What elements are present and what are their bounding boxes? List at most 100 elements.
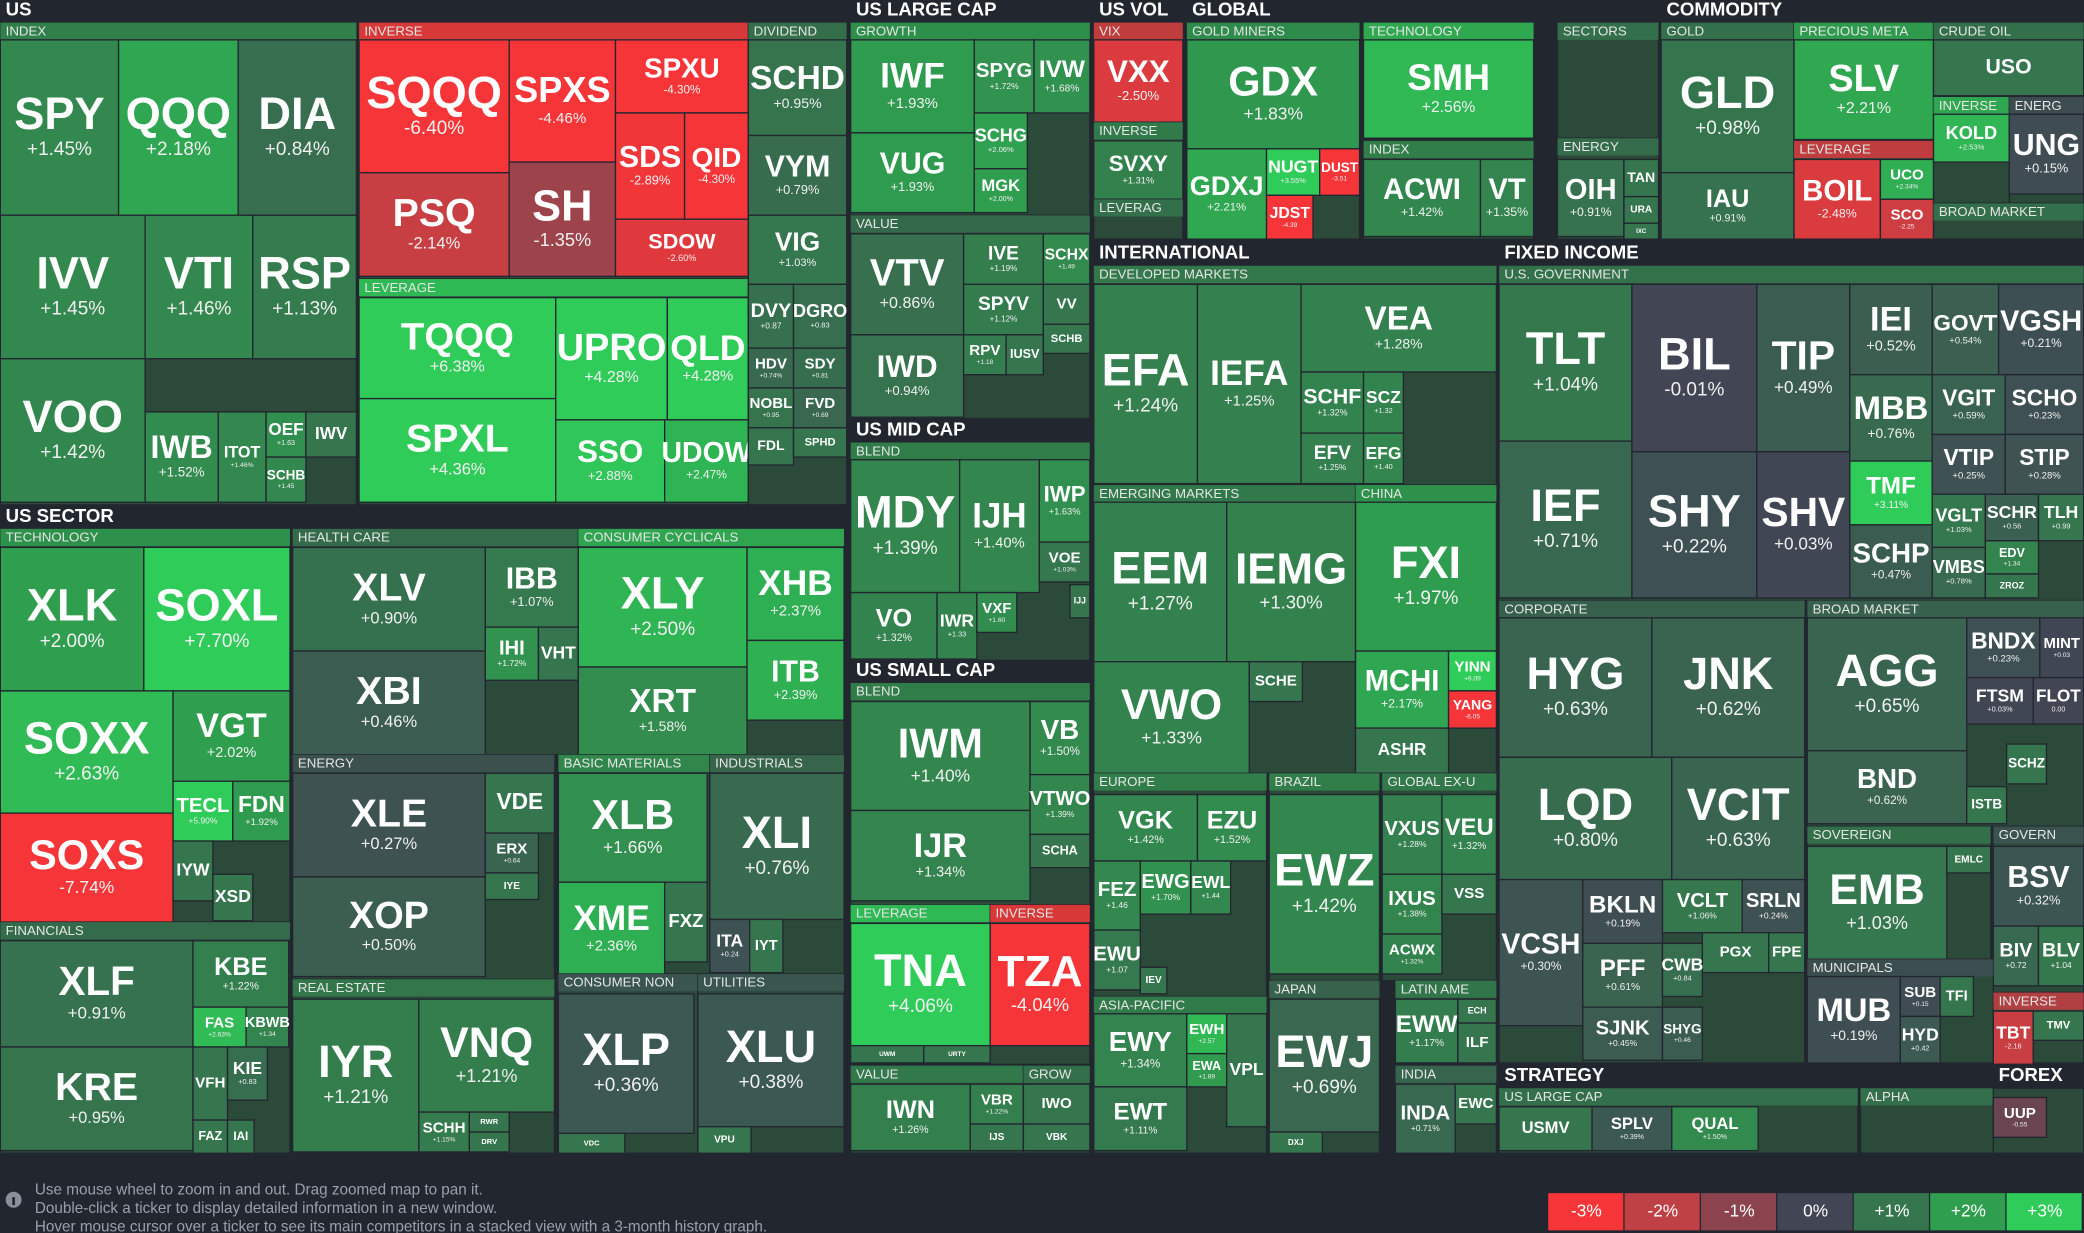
tile[interactable] — [1186, 1013, 1228, 1055]
tile[interactable] — [1354, 727, 1450, 774]
tile[interactable] — [217, 411, 267, 503]
tile[interactable] — [1661, 1006, 1704, 1061]
tile[interactable] — [1268, 998, 1381, 1133]
tile[interactable] — [1806, 750, 1968, 825]
tile[interactable] — [749, 918, 784, 974]
tile[interactable] — [1362, 158, 1482, 238]
tile[interactable] — [1756, 451, 1851, 599]
tile[interactable] — [2005, 743, 2048, 785]
tile[interactable] — [291, 772, 486, 878]
tile[interactable] — [144, 214, 254, 360]
tile[interactable] — [468, 1131, 510, 1153]
tile[interactable] — [792, 427, 848, 458]
tile[interactable] — [1381, 873, 1443, 935]
tile[interactable] — [850, 700, 1031, 812]
tile[interactable] — [1498, 756, 1673, 881]
tile[interactable] — [1671, 1106, 1759, 1152]
tile[interactable] — [1768, 932, 1806, 974]
tile[interactable] — [1631, 451, 1758, 599]
tile[interactable] — [192, 1119, 229, 1154]
tile[interactable] — [969, 1123, 1025, 1152]
tile[interactable] — [1196, 793, 1268, 862]
tile[interactable] — [0, 546, 145, 692]
tile[interactable] — [1582, 942, 1664, 1008]
tile[interactable] — [850, 591, 938, 660]
tile[interactable] — [1849, 524, 1933, 599]
tile[interactable] — [1932, 113, 2010, 163]
tile[interactable] — [1479, 158, 1535, 238]
tile[interactable] — [358, 296, 557, 400]
tile[interactable] — [1300, 371, 1365, 434]
tile[interactable] — [1582, 878, 1664, 945]
tile[interactable] — [1660, 39, 1795, 174]
tile[interactable] — [1984, 573, 2040, 599]
tile[interactable] — [291, 546, 486, 652]
tile[interactable] — [2004, 374, 2084, 436]
tile[interactable] — [144, 411, 219, 503]
tile[interactable] — [746, 546, 845, 642]
tile[interactable] — [291, 650, 486, 756]
tile[interactable] — [792, 283, 848, 349]
tile[interactable] — [1029, 833, 1091, 869]
tile[interactable] — [614, 218, 750, 278]
tile[interactable] — [0, 358, 146, 503]
tile[interactable] — [212, 873, 254, 922]
tile[interactable] — [577, 666, 748, 756]
tile[interactable] — [792, 347, 848, 389]
tile[interactable] — [1946, 845, 1992, 874]
tile[interactable] — [508, 39, 617, 163]
tile[interactable] — [484, 872, 540, 901]
tile[interactable] — [1899, 1015, 1941, 1064]
tile[interactable] — [1631, 283, 1758, 453]
tile[interactable] — [1093, 501, 1228, 663]
tile[interactable] — [1793, 39, 1935, 141]
tile[interactable] — [1932, 39, 2084, 97]
tile[interactable] — [1457, 1022, 1498, 1064]
tile[interactable] — [1992, 925, 2040, 987]
tile[interactable] — [976, 591, 1018, 634]
tile[interactable] — [1196, 283, 1302, 485]
tile[interactable] — [1093, 1086, 1188, 1152]
tile[interactable] — [1498, 617, 1653, 759]
tile[interactable] — [973, 168, 1029, 214]
tile[interactable] — [1806, 617, 1968, 752]
tile[interactable] — [709, 772, 845, 921]
tile[interactable] — [0, 812, 174, 923]
tile[interactable] — [614, 112, 686, 220]
tile[interactable] — [358, 39, 510, 174]
tile[interactable] — [1069, 583, 1091, 619]
tile[interactable] — [850, 132, 975, 214]
tile[interactable] — [697, 993, 845, 1128]
tile[interactable] — [1454, 1083, 1498, 1125]
tile[interactable] — [577, 546, 748, 668]
tile[interactable] — [850, 334, 965, 418]
tile[interactable] — [1033, 39, 1091, 114]
tile[interactable] — [1029, 773, 1091, 836]
tile[interactable] — [1093, 929, 1141, 991]
tile[interactable] — [1756, 283, 1851, 453]
tile[interactable] — [1394, 1083, 1456, 1154]
tile[interactable] — [1441, 873, 1498, 915]
tile[interactable] — [1093, 140, 1184, 200]
tile[interactable] — [1093, 860, 1141, 931]
tile[interactable] — [1226, 501, 1357, 663]
tile[interactable] — [508, 161, 617, 278]
tile[interactable] — [1701, 932, 1770, 974]
tile[interactable] — [747, 39, 848, 137]
tile[interactable] — [1186, 1052, 1228, 1088]
tile[interactable] — [192, 940, 290, 1008]
tile[interactable] — [1005, 334, 1044, 376]
tile[interactable] — [252, 214, 358, 360]
tile[interactable] — [1984, 493, 2040, 542]
tile[interactable] — [666, 296, 750, 421]
tile[interactable] — [1038, 459, 1091, 543]
tile[interactable] — [1362, 39, 1535, 139]
tile[interactable] — [709, 918, 751, 974]
tile[interactable] — [1447, 690, 1498, 729]
tile[interactable] — [1879, 158, 1935, 200]
tile[interactable] — [537, 626, 579, 681]
tile[interactable] — [663, 419, 750, 503]
tile[interactable] — [747, 347, 795, 389]
tile[interactable] — [557, 1132, 626, 1154]
tile[interactable] — [1992, 845, 2084, 927]
